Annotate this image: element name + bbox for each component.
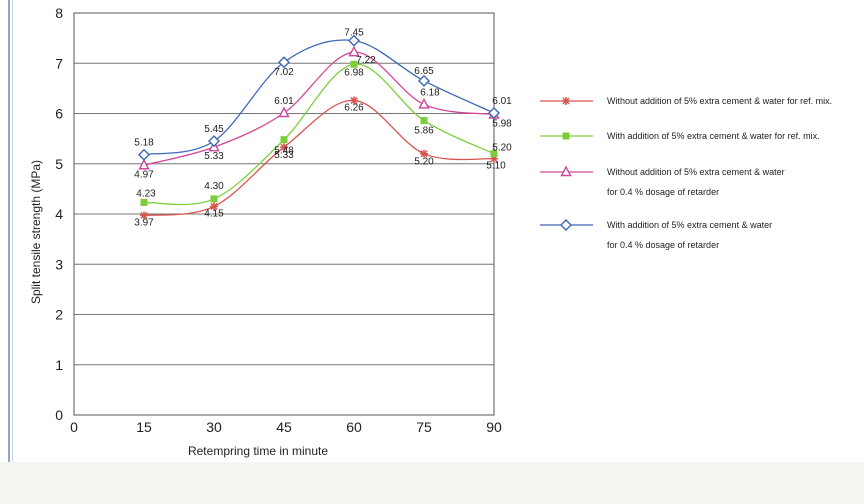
x-tick-label: 0 [70, 419, 78, 435]
x-tick-label: 45 [276, 419, 292, 435]
legend-marker [560, 219, 572, 231]
plot-area-frame [73, 12, 495, 416]
data-label: 5.33 [204, 151, 224, 162]
data-label: 5.20 [492, 143, 512, 154]
data-point-marker [350, 96, 358, 105]
y-tick-label: 7 [55, 55, 63, 71]
data-label: 4.30 [204, 181, 224, 192]
series-line-3 [143, 51, 495, 166]
legend: Without addition of 5% extra cement & wa… [540, 96, 832, 250]
y-axis-label: Split tensile strength (MPa) [29, 160, 43, 304]
data-label: 5.86 [414, 126, 434, 137]
x-tick-label: 30 [206, 419, 222, 435]
data-point-marker [350, 60, 358, 68]
data-label: 6.01 [492, 96, 512, 107]
data-label: 6.01 [274, 96, 294, 107]
legend-label: Without addition of 5% extra cement & wa… [607, 96, 832, 106]
data-point-marker [348, 45, 360, 57]
y-tick-label: 6 [55, 106, 63, 122]
data-label: 7.02 [274, 67, 294, 78]
legend-item-1: Without addition of 5% extra cement & wa… [540, 96, 832, 106]
data-point-marker [278, 106, 290, 118]
data-point-marker [210, 202, 218, 211]
y-tick-label: 2 [55, 307, 63, 323]
data-label: 5.48 [274, 146, 294, 157]
data-point-marker [210, 195, 218, 203]
data-label: 6.65 [414, 66, 434, 77]
data-label: 6.18 [420, 87, 440, 98]
data-label: 4.97 [134, 169, 154, 180]
x-tick-label: 75 [416, 419, 432, 435]
series-lines [138, 34, 500, 220]
legend-marker [560, 165, 572, 177]
data-label: 5.33 [274, 150, 294, 161]
x-tick-label: 60 [346, 419, 362, 435]
y-tick-label: 1 [55, 357, 63, 373]
series-line-2 [143, 63, 495, 206]
data-label: 4.15 [204, 208, 224, 219]
legend-label: With addition of 5% extra cement & water… [607, 131, 820, 141]
data-point-marker [418, 97, 430, 109]
legend-label: for 0.4 % dosage of retarder [607, 240, 719, 250]
data-label: 7.22 [356, 55, 376, 66]
data-point-marker [140, 211, 148, 220]
data-point-marker [418, 74, 430, 87]
data-label: 5.98 [492, 119, 512, 130]
data-point-marker [420, 117, 428, 125]
data-point-marker [208, 135, 220, 148]
x-tick-label: 15 [136, 419, 152, 435]
y-tick-label: 8 [55, 5, 63, 21]
data-point-marker [138, 148, 150, 161]
data-label: 5.18 [134, 138, 154, 149]
legend-label: for 0.4 % dosage of retarder [607, 187, 719, 197]
data-label: 6.26 [344, 102, 364, 113]
data-label: 5.10 [486, 161, 506, 172]
legend-marker [562, 132, 570, 140]
y-tick-label: 5 [55, 156, 63, 172]
data-label: 5.45 [204, 124, 224, 135]
legend-item-2: With addition of 5% extra cement & water… [540, 131, 820, 141]
y-tick-label: 4 [55, 206, 63, 222]
data-point-marker [348, 34, 360, 47]
data-point-marker [280, 143, 288, 152]
data-label: 7.45 [344, 28, 364, 39]
series-line-4 [143, 39, 495, 156]
data-label: 6.98 [344, 67, 364, 78]
data-label: 4.23 [136, 188, 156, 199]
series-line-1 [143, 99, 495, 217]
data-point-marker [140, 198, 148, 206]
bottom-paper-band [0, 462, 864, 504]
y-tick-label: 3 [55, 256, 63, 272]
data-point-marker [138, 158, 150, 170]
x-axis-label: Retempring time in minute [188, 444, 328, 458]
legend-item-4: With addition of 5% extra cement & water… [540, 219, 772, 250]
data-point-marker [278, 56, 290, 69]
legend-marker [562, 97, 570, 105]
x-tick-label: 90 [486, 419, 502, 435]
page-edge-line [8, 0, 10, 504]
data-labels: 3.97 4.15 5.33 6.26 5.20 5.10 4.23 4.30 5.48 6.98… [134, 28, 512, 229]
y-tick-label: 0 [55, 407, 63, 423]
data-point-marker [490, 150, 498, 158]
legend-item-3: Without addition of 5% extra cement & wa… [540, 165, 785, 197]
page-edge-line-secondary [12, 0, 13, 504]
data-label: 5.20 [414, 157, 434, 168]
data-point-marker [420, 149, 428, 158]
legend-label: Without addition of 5% extra cement & wa… [607, 167, 785, 177]
legend-label: With addition of 5% extra cement & water [607, 220, 772, 230]
data-point-marker [488, 107, 500, 119]
data-point-marker [280, 136, 288, 144]
data-label: 3.97 [134, 218, 154, 229]
